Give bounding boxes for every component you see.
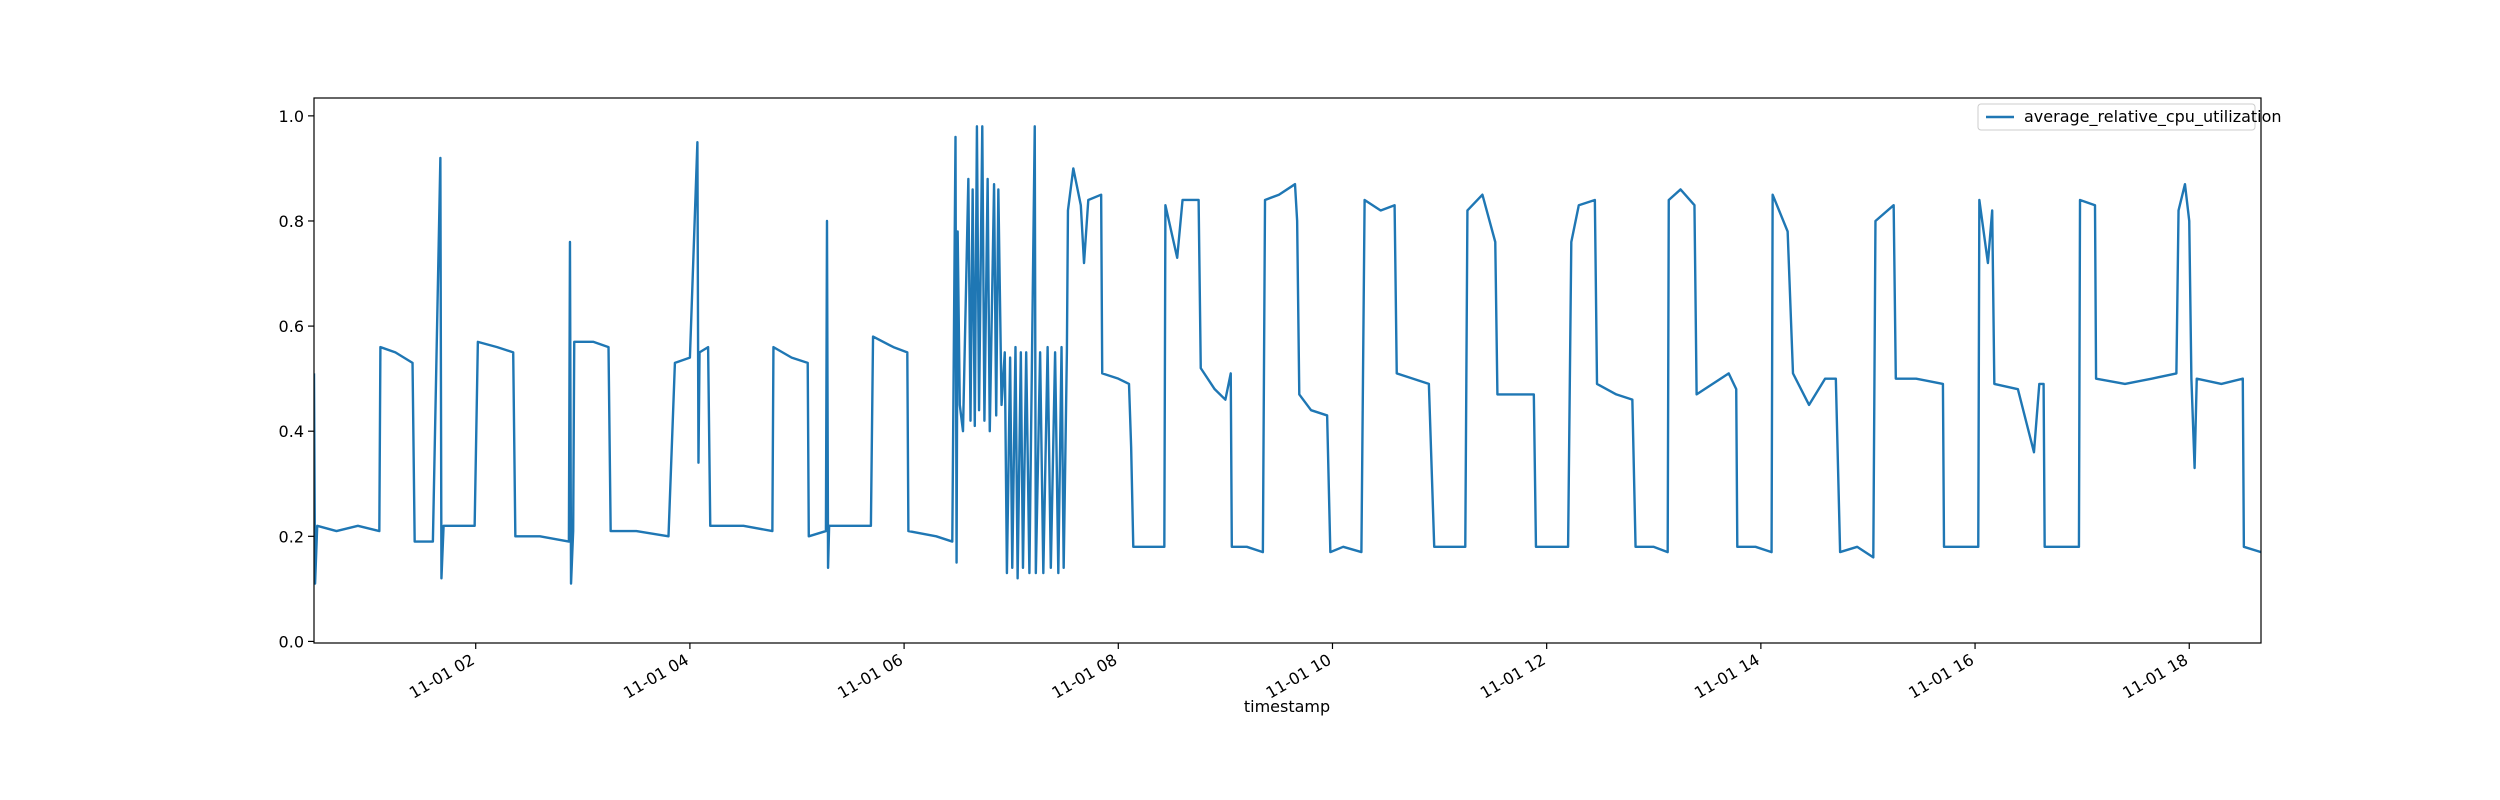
x-tick-label: 11-01 12 xyxy=(1477,650,1549,702)
y-tick-label: 0.0 xyxy=(279,632,304,651)
y-tick-label: 0.4 xyxy=(279,422,304,441)
x-tick-label: 11-01 10 xyxy=(1263,650,1335,702)
x-axis-label: timestamp xyxy=(1244,697,1330,716)
x-tick-label: 11-01 06 xyxy=(834,650,906,702)
x-tick-label: 11-01 16 xyxy=(1905,650,1977,702)
x-tick-label: 11-01 14 xyxy=(1691,650,1763,702)
plot-frame xyxy=(313,97,2262,644)
y-tick-label: 0.6 xyxy=(279,317,304,336)
x-tick-label: 11-01 04 xyxy=(620,650,692,702)
y-tick-label: 1.0 xyxy=(279,107,304,126)
line xyxy=(314,125,2261,585)
legend-label: average_relative_cpu_utilization xyxy=(2024,107,2282,127)
y-tick-label: 0.8 xyxy=(279,212,304,231)
x-tick-label: 11-01 18 xyxy=(2119,650,2191,702)
x-tick-label: 11-01 08 xyxy=(1048,650,1120,702)
y-tick-label: 0.2 xyxy=(279,527,304,546)
legend-box xyxy=(1977,103,2256,131)
x-tick-label: 11-01 02 xyxy=(406,650,478,702)
